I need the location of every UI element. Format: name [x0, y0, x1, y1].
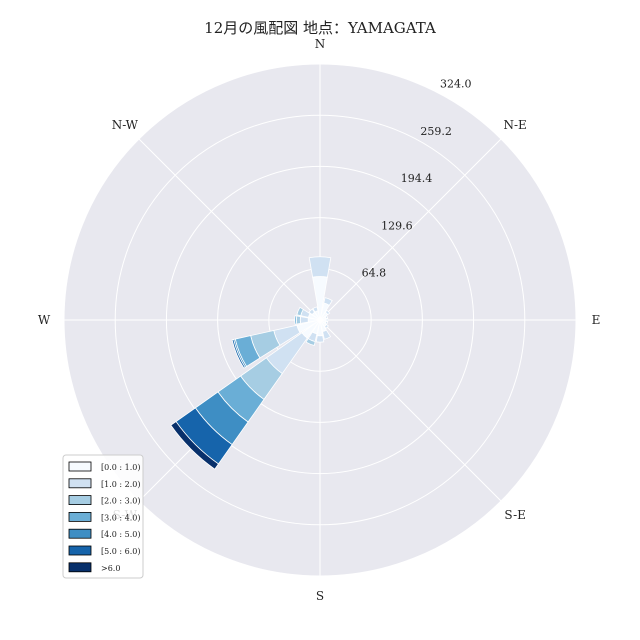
direction-label-s-e: S-E: [504, 508, 525, 522]
bar-12-bin-3: [294, 315, 298, 325]
legend-swatch-1: [68, 478, 92, 489]
bar-7-bin-1: [322, 329, 332, 340]
legend-label-3: [3.0 : 4.0): [101, 513, 140, 522]
bar-11-bin-5: [231, 338, 246, 369]
legend-swatch-4: [68, 528, 92, 539]
bar-14-bin-1: [308, 308, 316, 316]
windrose-bars: [170, 256, 333, 470]
legend-label-2: [2.0 : 3.0): [101, 497, 140, 506]
bar-12-bin-2: [295, 315, 301, 325]
direction-label-w: W: [38, 313, 51, 327]
legend-swatch-3: [68, 512, 92, 522]
radial-tick-label-0: 64.8: [362, 267, 387, 280]
bar-2-bin-1: [324, 309, 331, 316]
direction-label-n-e: N-E: [503, 118, 526, 132]
legend-swatch-2: [68, 495, 92, 506]
bar-6-bin-1: [323, 323, 329, 329]
bar-0-bin-1: [308, 256, 332, 278]
legend: [0.0 : 1.0) [1.0 : 2.0) [2.0 : 3.0) [3.0 : …: [62, 454, 144, 579]
bar-1-bin-1: [323, 297, 333, 306]
legend-label-6: >6.0: [101, 564, 120, 573]
legend-label-0: [0.0 : 1.0): [101, 463, 140, 472]
bar-3-bin-1: [324, 315, 329, 320]
bar-13-bin-2: [296, 306, 304, 317]
legend-swatch-0: [68, 461, 92, 472]
grid-spoke-1: [319, 138, 502, 321]
radial-tick-label-4: 324.0: [440, 77, 472, 90]
direction-label-n-w: N-W: [112, 118, 139, 132]
direction-label-e: E: [592, 313, 601, 327]
bar-4-bin-1: [325, 318, 329, 322]
chart-title: 12月の風配図 地点：YAMAGATA: [204, 19, 436, 37]
legend-label-4: [4.0 : 5.0): [101, 530, 140, 539]
grid-spoke-3: [319, 319, 502, 502]
radial-tick-label-2: 194.4: [401, 172, 433, 185]
grid-spoke-7: [138, 138, 321, 321]
bar-15-bin-1: [312, 306, 319, 313]
legend-label-5: [5.0 : 6.0): [101, 547, 140, 556]
radial-tick-label-1: 129.6: [381, 219, 413, 232]
direction-label-n: N: [315, 37, 326, 51]
direction-label-s: S: [316, 589, 324, 603]
bar-8-bin-1: [315, 335, 325, 343]
bar-10-bin-6: [170, 421, 219, 470]
bar-9-bin-2: [305, 338, 316, 346]
legend-swatch-5: [68, 545, 92, 556]
bar-5-bin-1: [324, 320, 329, 325]
legend-label-1: [1.0 : 2.0): [101, 480, 140, 489]
radial-tick-label-3: 259.2: [420, 125, 452, 138]
bar-12-bin-1: [299, 316, 309, 324]
legend-swatch-6: [68, 562, 92, 573]
